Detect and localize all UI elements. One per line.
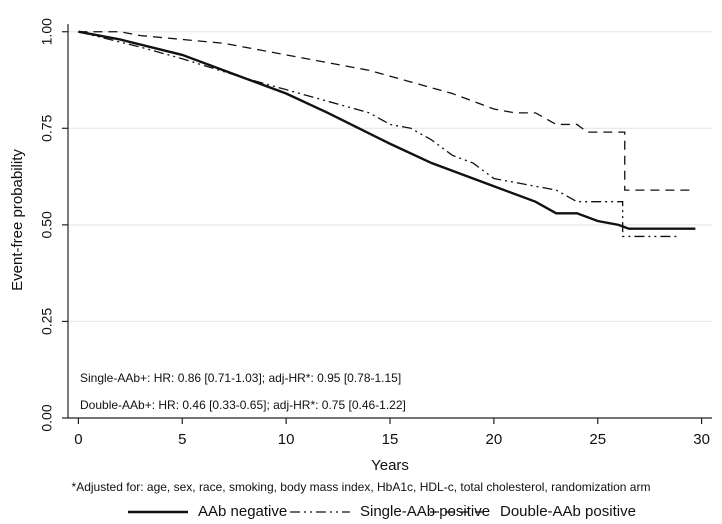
x-tick-label: 0 <box>74 431 82 448</box>
x-tick-label: 15 <box>382 431 399 448</box>
legend-label: AAb negative <box>198 503 287 520</box>
x-tick-label: 30 <box>693 431 710 448</box>
y-tick-label: 0.50 <box>39 211 55 238</box>
x-tick-label: 20 <box>486 431 503 448</box>
y-axis-label: Event-free probability <box>9 149 26 291</box>
legend-label: Double-AAb positive <box>500 503 636 520</box>
y-tick-label: 0.25 <box>39 308 55 335</box>
annotation: Single-AAb+: HR: 0.86 [0.71-1.03]; adj-H… <box>80 371 401 385</box>
series-line <box>78 31 696 191</box>
y-tick-label: 0.75 <box>39 114 55 141</box>
legend-label: Single-AAb positive <box>360 503 490 520</box>
annotation: Double-AAb+: HR: 0.46 [0.33-0.65]; adj-H… <box>80 398 406 412</box>
y-tick-label: 1.00 <box>39 18 55 45</box>
series-line <box>78 31 677 238</box>
footnote: *Adjusted for: age, sex, race, smoking, … <box>72 480 651 494</box>
y-tick-label: 0.00 <box>39 404 55 431</box>
x-tick-label: 10 <box>278 431 295 448</box>
series-line <box>78 30 696 230</box>
x-tick-label: 25 <box>589 431 606 448</box>
x-tick-label: 5 <box>178 431 186 448</box>
x-axis-label: Years <box>371 457 409 474</box>
